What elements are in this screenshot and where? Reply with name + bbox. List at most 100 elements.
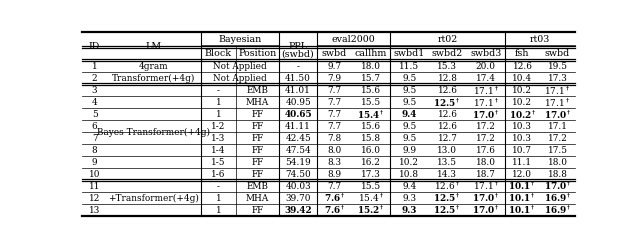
Text: fsh: fsh [515, 49, 530, 58]
Text: +Transformer(+4g): +Transformer(+4g) [109, 194, 200, 203]
Text: 18.7: 18.7 [476, 170, 495, 179]
Text: 17.1: 17.1 [547, 122, 568, 131]
Text: 39.42: 39.42 [284, 206, 312, 215]
Text: 17.2: 17.2 [476, 134, 495, 143]
Text: 10: 10 [89, 170, 100, 179]
Text: FF: FF [251, 122, 264, 131]
Text: 7.7: 7.7 [328, 110, 342, 119]
Text: 10.3: 10.3 [513, 122, 532, 131]
Text: swbd2: swbd2 [432, 49, 463, 58]
Text: 15.4$^\dagger$: 15.4$^\dagger$ [357, 108, 385, 121]
Text: 17.3: 17.3 [548, 74, 568, 83]
Text: EMB: EMB [246, 86, 268, 95]
Text: 9.9: 9.9 [402, 146, 416, 155]
Text: 13: 13 [89, 206, 100, 215]
Text: FF: FF [251, 170, 264, 179]
Text: 1-2: 1-2 [211, 122, 225, 131]
Text: 16.0: 16.0 [361, 146, 381, 155]
Text: 12.5$^\dagger$: 12.5$^\dagger$ [433, 204, 461, 216]
Text: 12.8: 12.8 [438, 74, 458, 83]
Text: swbd1: swbd1 [394, 49, 425, 58]
Text: 18.0: 18.0 [361, 62, 381, 71]
Text: 7.7: 7.7 [328, 98, 342, 107]
Text: rt02: rt02 [437, 35, 458, 44]
Text: 9.5: 9.5 [402, 74, 416, 83]
Text: 12.5$^\dagger$: 12.5$^\dagger$ [433, 192, 461, 204]
Text: 15.6: 15.6 [361, 86, 381, 95]
Text: swbd: swbd [545, 49, 570, 58]
Text: Not Applied: Not Applied [213, 62, 267, 71]
Text: 2: 2 [92, 74, 97, 83]
Text: 41.01: 41.01 [285, 86, 311, 95]
Text: swbd: swbd [322, 49, 347, 58]
Text: FF: FF [251, 158, 264, 167]
Text: 9: 9 [92, 158, 97, 167]
Text: 9.4: 9.4 [402, 182, 416, 191]
Text: 14.3: 14.3 [437, 170, 458, 179]
Text: callhm: callhm [355, 49, 387, 58]
Text: 16.2: 16.2 [361, 158, 381, 167]
Text: 17.1$^\dagger$: 17.1$^\dagger$ [545, 96, 570, 109]
Text: 1: 1 [216, 110, 221, 119]
Text: 10.7: 10.7 [513, 146, 532, 155]
Text: 8: 8 [92, 146, 97, 155]
Text: PPL: PPL [289, 42, 308, 50]
Text: Not Applied: Not Applied [213, 74, 267, 83]
Text: FF: FF [251, 146, 264, 155]
Text: FF: FF [251, 110, 264, 119]
Text: 12.6: 12.6 [438, 86, 458, 95]
Text: 7.6$^\dagger$: 7.6$^\dagger$ [324, 192, 346, 204]
Text: 9.5: 9.5 [402, 98, 416, 107]
Text: Bayes Transformer(+4g): Bayes Transformer(+4g) [97, 128, 211, 137]
Text: 17.2: 17.2 [476, 122, 495, 131]
Text: 17.1$^\dagger$: 17.1$^\dagger$ [473, 180, 499, 192]
Text: MHA: MHA [246, 194, 269, 203]
Text: -: - [217, 182, 220, 191]
Text: 5: 5 [92, 110, 97, 119]
Text: 8.9: 8.9 [328, 170, 342, 179]
Text: 17.0$^\dagger$: 17.0$^\dagger$ [472, 192, 500, 204]
Text: 4: 4 [92, 98, 97, 107]
Text: swbd3: swbd3 [470, 49, 501, 58]
Text: 41.50: 41.50 [285, 74, 311, 83]
Text: Position: Position [238, 49, 276, 58]
Text: 54.19: 54.19 [285, 158, 311, 167]
Text: 10.2: 10.2 [513, 86, 532, 95]
Text: 20.0: 20.0 [476, 62, 496, 71]
Text: 12.6: 12.6 [438, 122, 458, 131]
Text: 17.5: 17.5 [547, 146, 568, 155]
Text: 17.3: 17.3 [361, 170, 381, 179]
Text: -: - [296, 62, 300, 71]
Text: 16.9$^\dagger$: 16.9$^\dagger$ [543, 204, 572, 216]
Text: 17.2: 17.2 [548, 134, 568, 143]
Text: 7: 7 [92, 134, 97, 143]
Text: 9.3: 9.3 [402, 194, 416, 203]
Text: EMB: EMB [246, 182, 268, 191]
Text: 8.3: 8.3 [328, 158, 342, 167]
Text: 17.1$^\dagger$: 17.1$^\dagger$ [473, 96, 499, 109]
Text: 1: 1 [216, 98, 221, 107]
Text: 7.9: 7.9 [328, 74, 342, 83]
Text: Block: Block [205, 49, 232, 58]
Text: 1-3: 1-3 [211, 134, 225, 143]
Text: (swbd): (swbd) [282, 49, 314, 58]
Text: 15.7: 15.7 [361, 74, 381, 83]
Text: FF: FF [251, 206, 264, 215]
Text: 9.4: 9.4 [401, 110, 417, 119]
Text: rt03: rt03 [530, 35, 550, 44]
Text: Transformer(+4g): Transformer(+4g) [112, 74, 196, 83]
Text: 1: 1 [216, 194, 221, 203]
Text: 10.1$^\dagger$: 10.1$^\dagger$ [508, 180, 536, 192]
Text: 15.2$^\dagger$: 15.2$^\dagger$ [357, 204, 385, 216]
Text: 1-6: 1-6 [211, 170, 225, 179]
Text: 17.0$^\dagger$: 17.0$^\dagger$ [543, 180, 572, 192]
Text: 1: 1 [216, 206, 221, 215]
Text: 18.0: 18.0 [547, 158, 568, 167]
Text: ID: ID [89, 42, 100, 50]
Text: 12.7: 12.7 [438, 134, 458, 143]
Text: 11.1: 11.1 [512, 158, 532, 167]
Text: LM: LM [146, 42, 162, 50]
Text: 9.5: 9.5 [402, 122, 416, 131]
Text: 40.65: 40.65 [284, 110, 312, 119]
Text: 40.03: 40.03 [285, 182, 311, 191]
